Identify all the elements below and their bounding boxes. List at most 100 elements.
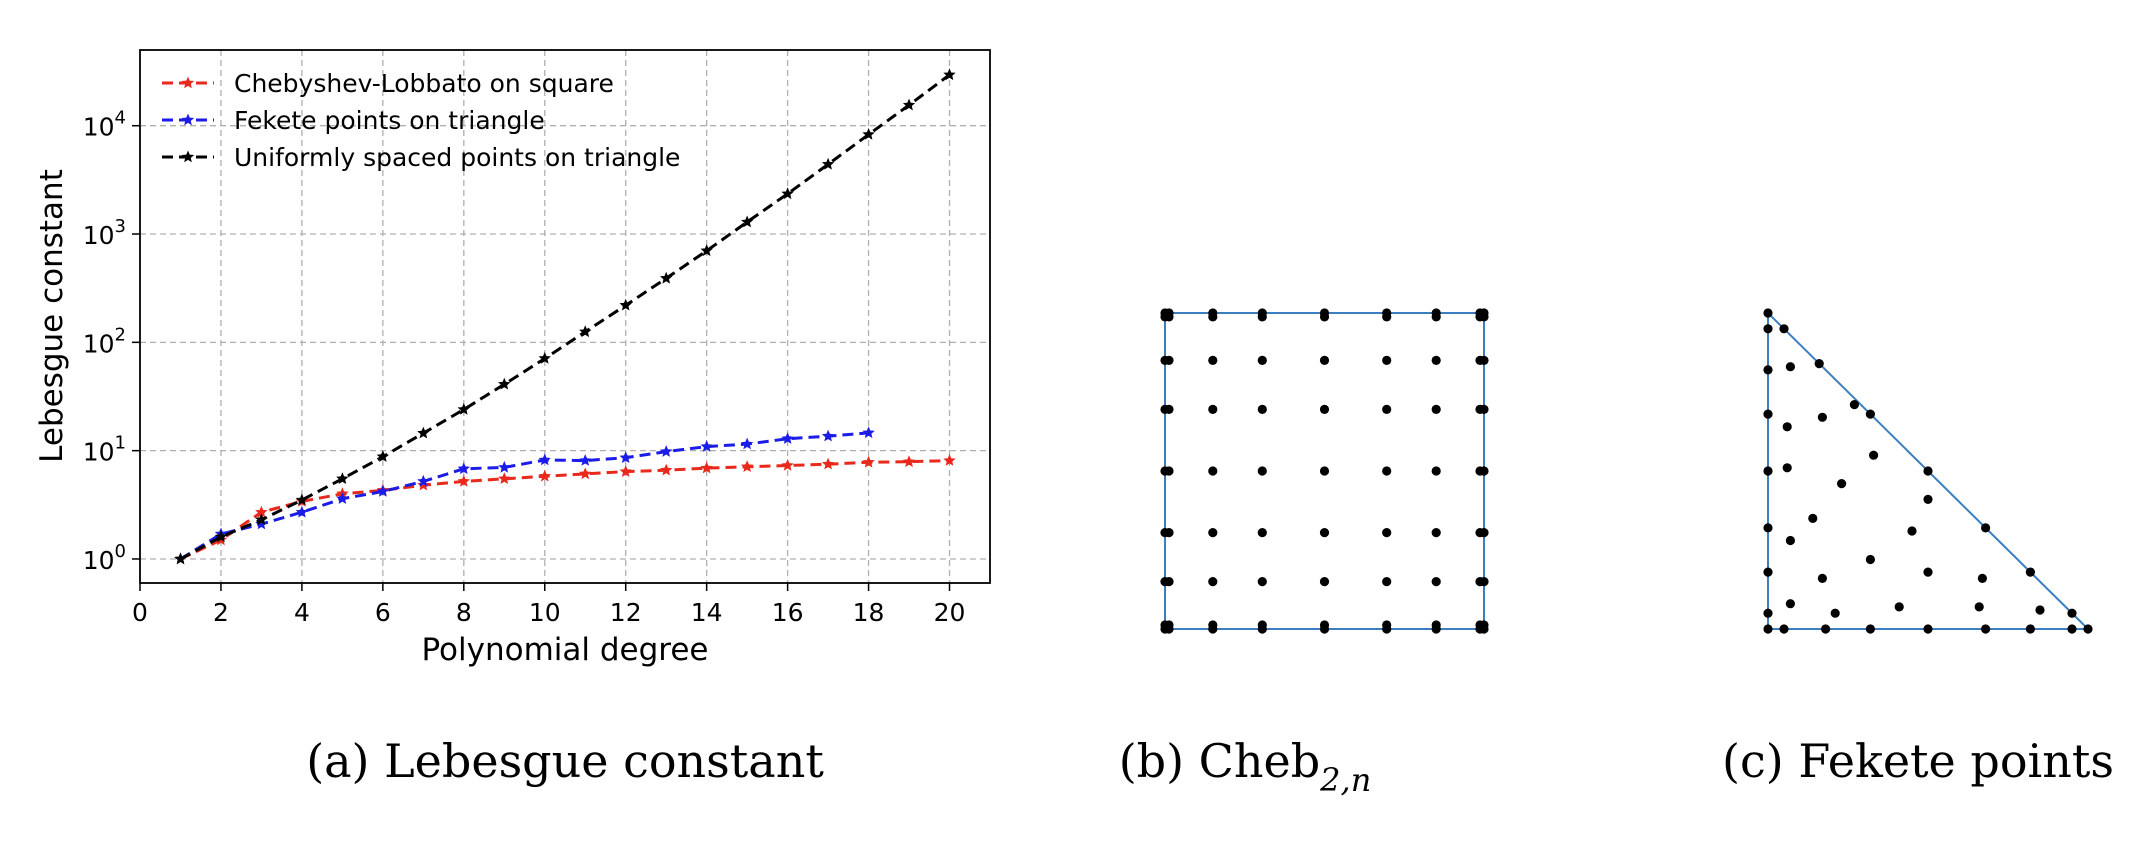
legend-marker — [181, 113, 195, 126]
series-point — [538, 469, 551, 482]
square-node — [1479, 466, 1489, 476]
square-node — [1208, 404, 1218, 414]
fekete-node — [1785, 535, 1795, 546]
square-node — [1257, 355, 1267, 365]
y-tick-exponent: 1 — [115, 433, 126, 454]
series-point — [781, 432, 794, 444]
square-node — [1208, 577, 1218, 587]
x-tick-label: 12 — [610, 598, 642, 627]
series-point — [943, 454, 956, 466]
square-node — [1431, 355, 1441, 365]
fekete-node — [1923, 567, 1933, 577]
series-point — [700, 440, 713, 452]
square-node — [1382, 308, 1392, 318]
fekete-node — [1814, 359, 1824, 369]
x-tick-label: 16 — [772, 598, 804, 627]
fekete-node — [2025, 624, 2035, 634]
series-point — [741, 460, 754, 472]
caption-c: (c) Fekete points — [1722, 734, 2114, 788]
square-node — [1164, 528, 1174, 538]
fekete-node — [1849, 400, 1859, 410]
legend-item: Uniformly spaced points on triangle — [162, 143, 680, 172]
series-point — [538, 453, 551, 466]
y-tick-exponent: 4 — [115, 108, 126, 129]
series-1 — [174, 426, 875, 565]
square-node — [1319, 620, 1330, 630]
fekete-node — [1837, 479, 1847, 489]
y-tick-label: 104 — [83, 108, 126, 142]
series-point — [336, 472, 349, 484]
square-node — [1431, 528, 1441, 538]
series-point — [660, 271, 673, 284]
square-node — [1257, 577, 1267, 587]
legend-label: Uniformly spaced points on triangle — [234, 143, 680, 172]
x-tick-label: 18 — [853, 598, 885, 627]
x-tick-label: 14 — [691, 598, 723, 627]
series-point — [579, 467, 592, 480]
y-tick-base: 10 — [83, 438, 115, 467]
square-node — [1382, 620, 1392, 630]
square-node — [1257, 404, 1267, 414]
legend-marker — [181, 76, 195, 89]
series-line — [179, 459, 950, 561]
series-point — [417, 474, 430, 487]
square-node — [1208, 528, 1218, 538]
series-point — [700, 461, 713, 474]
series-point — [781, 459, 794, 471]
series-point — [376, 485, 389, 497]
series-point — [417, 478, 430, 491]
square-node — [1319, 355, 1330, 365]
fekete-node — [1894, 602, 1904, 612]
series-point — [498, 460, 511, 473]
cheb-square-panel — [1160, 308, 1489, 634]
x-tick-label: 20 — [934, 598, 966, 627]
legend-label: Chebyshev-Lobbato on square — [234, 69, 614, 98]
fekete-node — [1763, 365, 1773, 375]
fekete-node — [2035, 605, 2045, 615]
square-node — [1319, 466, 1330, 476]
fekete-node — [2067, 624, 2077, 634]
fekete-node — [1923, 624, 1933, 634]
x-tick-label: 10 — [529, 598, 561, 627]
square-node — [1164, 404, 1174, 414]
series-point — [295, 505, 309, 518]
x-tick-labels: 0 2 4 6 8 10 12 14 16 18 20 — [132, 583, 965, 627]
fekete-node — [2083, 624, 2093, 634]
fekete-node — [2025, 567, 2035, 577]
square-node — [1164, 577, 1174, 587]
legend-label: Fekete points on triangle — [234, 106, 545, 135]
square-node — [1164, 308, 1174, 318]
series-point — [579, 325, 592, 338]
square-node — [1164, 355, 1174, 365]
y-tick-base: 10 — [83, 113, 115, 142]
square-node — [1431, 577, 1441, 587]
series-point — [660, 445, 673, 457]
fekete-node — [1779, 624, 1789, 634]
chart-grid — [140, 50, 990, 583]
y-tick-base: 10 — [83, 329, 115, 358]
legend-marker — [181, 150, 195, 163]
square-node — [1319, 308, 1330, 318]
series-point — [821, 157, 835, 170]
series-point — [619, 465, 632, 477]
series-point — [457, 474, 470, 487]
fekete-node — [1865, 624, 1875, 634]
square-node — [1382, 404, 1392, 414]
series-point — [821, 457, 835, 470]
series-point — [741, 215, 754, 228]
fekete-node — [1763, 324, 1773, 334]
fekete-node — [1782, 422, 1792, 432]
square-node — [1208, 466, 1218, 476]
fekete-node — [1981, 523, 1991, 533]
triangle-points — [1763, 308, 2093, 634]
fekete-node — [2067, 608, 2077, 618]
series-point — [579, 454, 592, 466]
series-point — [214, 530, 228, 543]
y-tick-base: 10 — [83, 546, 115, 575]
x-tick-label: 4 — [294, 598, 310, 627]
series-point — [457, 403, 470, 415]
fekete-node — [1865, 409, 1875, 419]
series-point — [255, 505, 268, 518]
